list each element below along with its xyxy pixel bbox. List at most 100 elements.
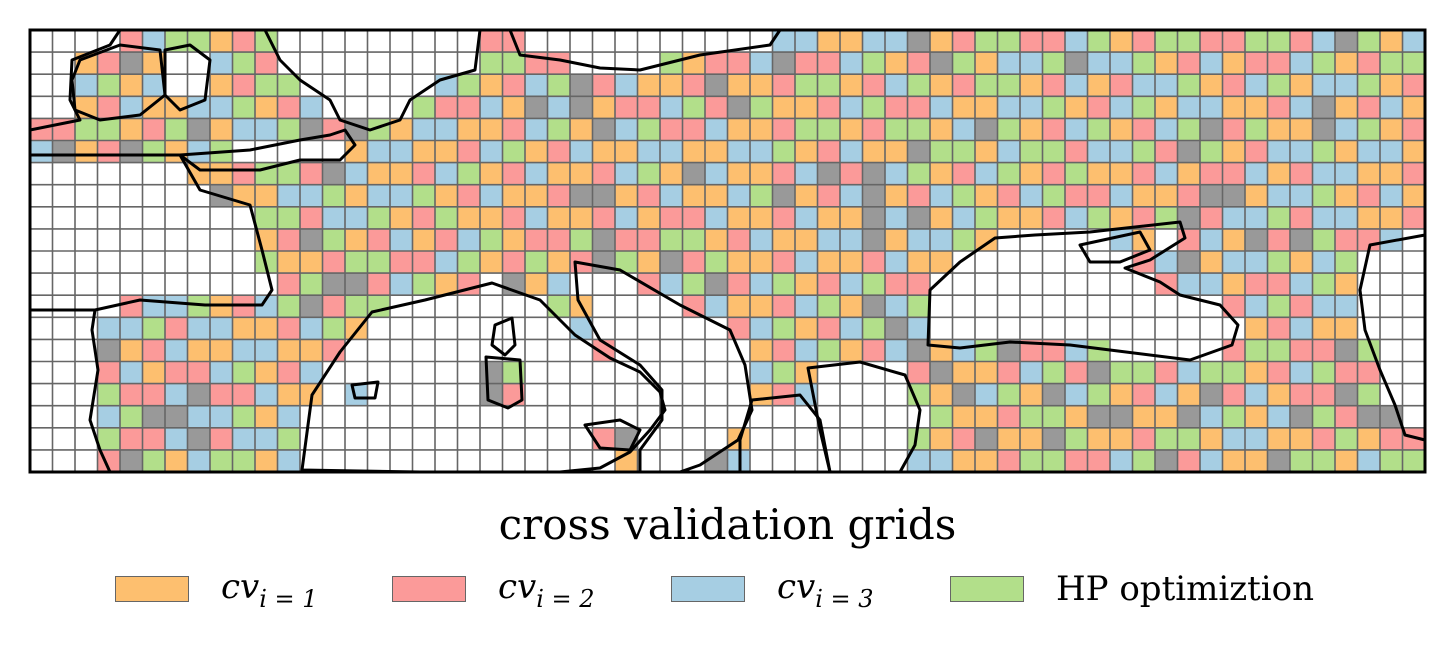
grid-cell bbox=[1110, 30, 1133, 53]
grid-cell bbox=[1222, 427, 1246, 451]
grid-cell bbox=[120, 140, 143, 163]
grid-cell bbox=[277, 339, 301, 362]
grid-cell bbox=[997, 96, 1021, 119]
grid-cell bbox=[120, 405, 143, 429]
grid-cell bbox=[840, 361, 863, 384]
grid-cell bbox=[952, 273, 976, 296]
grid-cell bbox=[97, 118, 121, 141]
grid-cell bbox=[570, 361, 593, 384]
grid-cell bbox=[480, 449, 503, 473]
grid-cell bbox=[210, 96, 233, 119]
grid-cell bbox=[547, 162, 571, 185]
grid-cell bbox=[907, 52, 931, 75]
grid-cell bbox=[1335, 96, 1358, 119]
grid-cell bbox=[907, 162, 931, 185]
grid-cell bbox=[367, 30, 391, 53]
grid-cell bbox=[502, 251, 526, 274]
grid-cell bbox=[120, 228, 143, 252]
grid-cell bbox=[480, 317, 503, 340]
grid-cell bbox=[1155, 361, 1178, 384]
grid-cell bbox=[1155, 30, 1178, 53]
grid-cell bbox=[570, 162, 593, 185]
grid-cell bbox=[570, 228, 593, 252]
grid-cell bbox=[772, 96, 796, 119]
grid-cell bbox=[682, 295, 706, 318]
grid-cell bbox=[165, 228, 188, 252]
grid-cell bbox=[817, 228, 841, 252]
grid-cell bbox=[570, 118, 593, 141]
grid-cell bbox=[795, 405, 818, 429]
grid-cell bbox=[52, 317, 76, 340]
grid-cell bbox=[277, 140, 301, 163]
grid-cell bbox=[457, 383, 481, 406]
grid-cell bbox=[165, 427, 188, 451]
grid-cell bbox=[1245, 295, 1268, 318]
grid-cell bbox=[727, 118, 751, 141]
coastline bbox=[806, 360, 922, 474]
grid-cell bbox=[75, 228, 98, 252]
grid-cell bbox=[300, 361, 323, 384]
grid-cell bbox=[480, 30, 503, 53]
grid-cell bbox=[750, 295, 773, 318]
grid-cell bbox=[795, 96, 818, 119]
grid-cell bbox=[1312, 405, 1336, 429]
grid-cell bbox=[862, 295, 886, 318]
grid-cell bbox=[187, 96, 211, 119]
grid-cell bbox=[322, 449, 346, 473]
grid-cell bbox=[1402, 361, 1426, 384]
grid-cell bbox=[300, 317, 323, 340]
grid-cell bbox=[75, 251, 98, 274]
grid-cell bbox=[907, 383, 931, 406]
grid-cell bbox=[750, 405, 773, 429]
grid-cell bbox=[1357, 140, 1381, 163]
grid-cell bbox=[1200, 206, 1223, 230]
grid-cell bbox=[435, 206, 458, 230]
grid-cell bbox=[1042, 52, 1066, 75]
grid-cell bbox=[1177, 339, 1201, 362]
grid-cell bbox=[502, 140, 526, 163]
grid-cell bbox=[1290, 317, 1313, 340]
grid-cell bbox=[412, 74, 436, 97]
grid-cell bbox=[187, 228, 211, 252]
grid-cell bbox=[682, 339, 706, 362]
grid-cell bbox=[997, 118, 1021, 141]
grid-cell bbox=[390, 427, 413, 451]
grid-cell bbox=[232, 317, 256, 340]
grid-cell bbox=[795, 30, 818, 53]
grid-cell bbox=[615, 295, 638, 318]
grid-cell bbox=[952, 30, 976, 53]
grid-cell bbox=[952, 317, 976, 340]
grid-cell bbox=[1357, 74, 1381, 97]
grid-cell bbox=[930, 383, 953, 406]
grid-cell bbox=[345, 339, 368, 362]
grid-cell bbox=[1132, 339, 1156, 362]
grid-cell bbox=[525, 449, 548, 473]
grid-cell bbox=[30, 361, 53, 384]
grid-cell bbox=[1020, 317, 1043, 340]
grid-cell bbox=[885, 184, 908, 208]
grid-cell bbox=[862, 96, 886, 119]
grid-cell bbox=[1200, 273, 1223, 296]
grid-cell bbox=[772, 427, 796, 451]
grid-cell bbox=[120, 184, 143, 208]
grid-cell bbox=[187, 118, 211, 141]
grid-cell bbox=[525, 184, 548, 208]
grid-cell bbox=[75, 405, 98, 429]
grid-cell bbox=[1267, 295, 1291, 318]
grid-cell bbox=[1065, 449, 1088, 473]
grid-cell bbox=[120, 339, 143, 362]
grid-cell bbox=[1065, 30, 1088, 53]
grid-cell bbox=[637, 74, 661, 97]
grid-cell bbox=[412, 273, 436, 296]
grid-cell bbox=[1335, 449, 1358, 473]
grid-cell bbox=[750, 74, 773, 97]
grid-cell bbox=[1267, 251, 1291, 274]
grid-cell bbox=[1245, 251, 1268, 274]
legend-label-cv3: cvi = 3 bbox=[777, 567, 874, 614]
grid-cell bbox=[1267, 118, 1291, 141]
grid-cell bbox=[255, 52, 278, 75]
grid-cell bbox=[547, 295, 571, 318]
grid-cell bbox=[255, 74, 278, 97]
grid-cell bbox=[705, 228, 728, 252]
grid-cell bbox=[1402, 140, 1426, 163]
